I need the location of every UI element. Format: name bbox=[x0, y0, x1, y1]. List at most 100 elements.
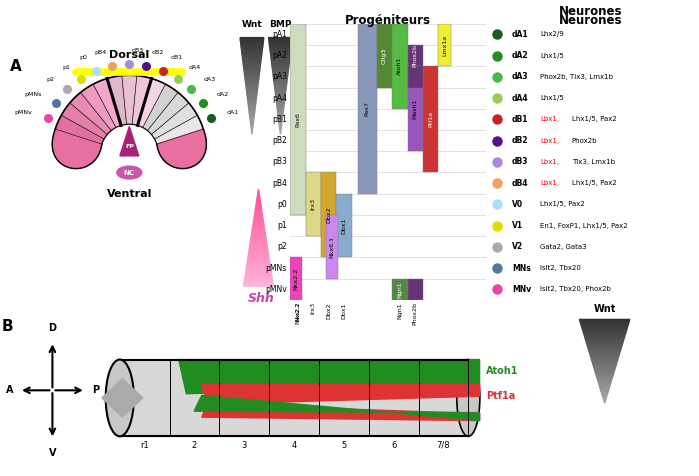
Polygon shape bbox=[202, 385, 480, 404]
Text: NC: NC bbox=[124, 169, 135, 176]
Text: dB1: dB1 bbox=[171, 55, 183, 60]
Polygon shape bbox=[246, 269, 271, 272]
Bar bbox=[336, 194, 352, 258]
Polygon shape bbox=[255, 209, 262, 211]
Text: dA4: dA4 bbox=[512, 94, 528, 103]
Polygon shape bbox=[246, 86, 258, 89]
Polygon shape bbox=[80, 84, 116, 130]
Polygon shape bbox=[250, 117, 254, 120]
Polygon shape bbox=[257, 194, 259, 197]
Polygon shape bbox=[270, 50, 291, 52]
Polygon shape bbox=[278, 117, 282, 120]
Text: Atoh1: Atoh1 bbox=[397, 57, 403, 76]
Polygon shape bbox=[591, 359, 618, 361]
Polygon shape bbox=[242, 52, 262, 55]
Polygon shape bbox=[595, 370, 614, 372]
Polygon shape bbox=[277, 105, 284, 108]
Text: p1: p1 bbox=[278, 221, 287, 230]
Polygon shape bbox=[257, 197, 260, 199]
Polygon shape bbox=[581, 324, 628, 326]
Text: Lbx1,: Lbx1, bbox=[540, 159, 559, 165]
Polygon shape bbox=[252, 230, 265, 233]
Polygon shape bbox=[596, 376, 613, 378]
Text: 7/8: 7/8 bbox=[437, 440, 450, 449]
Polygon shape bbox=[256, 204, 261, 207]
Polygon shape bbox=[247, 100, 256, 103]
Text: pA2: pA2 bbox=[272, 51, 287, 60]
Text: Wnt: Wnt bbox=[242, 20, 262, 30]
Polygon shape bbox=[254, 216, 263, 218]
Polygon shape bbox=[593, 363, 617, 366]
Text: pA3: pA3 bbox=[272, 72, 287, 81]
Polygon shape bbox=[595, 372, 614, 374]
Text: V2: V2 bbox=[512, 242, 523, 251]
Text: A: A bbox=[10, 59, 22, 74]
Polygon shape bbox=[276, 98, 285, 100]
Polygon shape bbox=[241, 45, 263, 47]
Polygon shape bbox=[257, 199, 260, 201]
Text: Gata2, Gata3: Gata2, Gata3 bbox=[540, 244, 587, 250]
Polygon shape bbox=[601, 391, 608, 393]
Polygon shape bbox=[62, 103, 107, 139]
Text: dA1: dA1 bbox=[226, 109, 238, 115]
Text: Dbx1: Dbx1 bbox=[342, 218, 347, 234]
Polygon shape bbox=[248, 252, 268, 255]
Text: pA4: pA4 bbox=[272, 94, 287, 103]
Text: p0: p0 bbox=[278, 200, 287, 209]
Polygon shape bbox=[247, 96, 257, 98]
Text: Lhx1/5, Pax2: Lhx1/5, Pax2 bbox=[540, 201, 585, 208]
Polygon shape bbox=[271, 62, 289, 64]
Polygon shape bbox=[55, 115, 104, 144]
Polygon shape bbox=[250, 243, 267, 245]
Bar bbox=[438, 24, 451, 66]
Text: r1: r1 bbox=[140, 440, 149, 449]
Polygon shape bbox=[252, 226, 264, 228]
Polygon shape bbox=[250, 122, 254, 125]
Polygon shape bbox=[582, 328, 627, 330]
Text: dA4: dA4 bbox=[189, 65, 201, 69]
Polygon shape bbox=[587, 345, 622, 347]
Polygon shape bbox=[592, 361, 617, 363]
Polygon shape bbox=[120, 127, 139, 156]
Polygon shape bbox=[252, 228, 265, 230]
Polygon shape bbox=[583, 332, 626, 334]
Polygon shape bbox=[600, 387, 610, 388]
Polygon shape bbox=[275, 86, 287, 89]
Polygon shape bbox=[586, 340, 624, 342]
Polygon shape bbox=[603, 397, 607, 399]
Polygon shape bbox=[271, 52, 291, 55]
Polygon shape bbox=[279, 120, 282, 122]
Text: MNs: MNs bbox=[512, 264, 531, 273]
Text: Irx3: Irx3 bbox=[311, 302, 316, 314]
Text: p2: p2 bbox=[47, 77, 55, 82]
Text: dB1: dB1 bbox=[512, 115, 528, 124]
Polygon shape bbox=[252, 233, 266, 235]
Bar bbox=[290, 24, 305, 215]
Polygon shape bbox=[243, 57, 261, 60]
Polygon shape bbox=[593, 366, 616, 367]
Polygon shape bbox=[147, 92, 189, 134]
Polygon shape bbox=[254, 218, 264, 221]
Polygon shape bbox=[253, 223, 264, 226]
Polygon shape bbox=[591, 357, 619, 359]
Polygon shape bbox=[601, 393, 607, 395]
Polygon shape bbox=[152, 103, 197, 139]
Polygon shape bbox=[599, 384, 610, 387]
Polygon shape bbox=[589, 351, 621, 353]
Text: Dorsal: Dorsal bbox=[109, 50, 150, 60]
Text: Phox2b: Phox2b bbox=[412, 44, 418, 67]
Polygon shape bbox=[250, 112, 254, 115]
Polygon shape bbox=[586, 342, 623, 345]
Text: B: B bbox=[2, 319, 13, 335]
Text: MNv: MNv bbox=[512, 285, 531, 294]
Polygon shape bbox=[271, 57, 290, 60]
Polygon shape bbox=[275, 91, 286, 93]
Polygon shape bbox=[269, 42, 291, 45]
Polygon shape bbox=[247, 98, 257, 100]
Text: En1, FoxP1, Lhx1/5, Pax2: En1, FoxP1, Lhx1/5, Pax2 bbox=[540, 223, 628, 228]
Text: pMNs: pMNs bbox=[24, 92, 42, 97]
Polygon shape bbox=[604, 401, 605, 403]
Polygon shape bbox=[107, 76, 127, 125]
Polygon shape bbox=[251, 235, 266, 238]
Text: Lhx1/5, Pax2: Lhx1/5, Pax2 bbox=[572, 180, 617, 186]
